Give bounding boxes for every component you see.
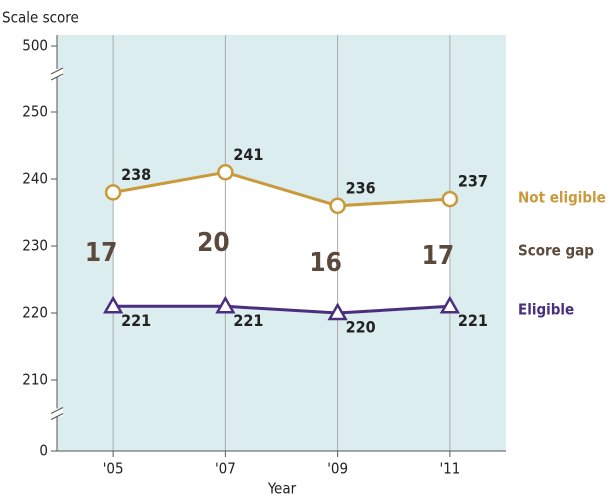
axis-break-gap bbox=[51, 408, 63, 417]
x-tick-label: '09 bbox=[327, 460, 348, 478]
y-tick-label: 240 bbox=[22, 170, 48, 188]
x-tick-label: '05 bbox=[103, 460, 124, 478]
axis-break bbox=[50, 67, 64, 75]
y-axis-label: Scale score bbox=[2, 9, 79, 27]
x-tick-label: '11 bbox=[439, 460, 460, 478]
marker bbox=[439, 295, 461, 314]
gap-label: 16 bbox=[309, 248, 342, 278]
data-label: 220 bbox=[346, 318, 376, 337]
marker bbox=[329, 197, 346, 215]
axis-break bbox=[50, 413, 64, 420]
series-line bbox=[112, 170, 450, 208]
marker bbox=[441, 190, 459, 208]
axis-break-gap bbox=[51, 69, 63, 77]
gap-label: 17 bbox=[85, 238, 118, 268]
data-label: 241 bbox=[233, 145, 263, 164]
data-label: 238 bbox=[121, 165, 151, 184]
axis-break bbox=[50, 407, 64, 414]
y-tick-label: 220 bbox=[22, 304, 48, 322]
gap-area bbox=[113, 172, 450, 313]
y-tick-label: 0 bbox=[39, 442, 48, 460]
data-label: 221 bbox=[458, 311, 488, 330]
gap-label: 17 bbox=[422, 241, 455, 271]
data-label: 236 bbox=[346, 178, 376, 197]
marker bbox=[217, 164, 234, 181]
y-tick-label: 500 bbox=[22, 37, 48, 55]
y-tick-label: 210 bbox=[22, 371, 48, 389]
gap-label: 20 bbox=[197, 228, 230, 258]
x-axis-label: Year bbox=[267, 480, 297, 498]
data-label: 221 bbox=[233, 311, 263, 330]
y-tick-label: 230 bbox=[22, 237, 48, 255]
data-label: 221 bbox=[121, 311, 151, 330]
marker bbox=[104, 184, 122, 201]
series-line bbox=[113, 304, 450, 315]
legend-label: Eligible bbox=[518, 301, 574, 319]
legend-label: Not eligible bbox=[518, 189, 606, 207]
axis-break bbox=[50, 73, 64, 81]
legend-label: Score gap bbox=[518, 242, 594, 260]
x-tick-label: '07 bbox=[215, 460, 236, 478]
data-label: 237 bbox=[458, 172, 488, 191]
marker bbox=[327, 302, 348, 321]
marker bbox=[102, 295, 124, 314]
y-tick-label: 250 bbox=[22, 103, 48, 121]
marker bbox=[215, 295, 236, 314]
